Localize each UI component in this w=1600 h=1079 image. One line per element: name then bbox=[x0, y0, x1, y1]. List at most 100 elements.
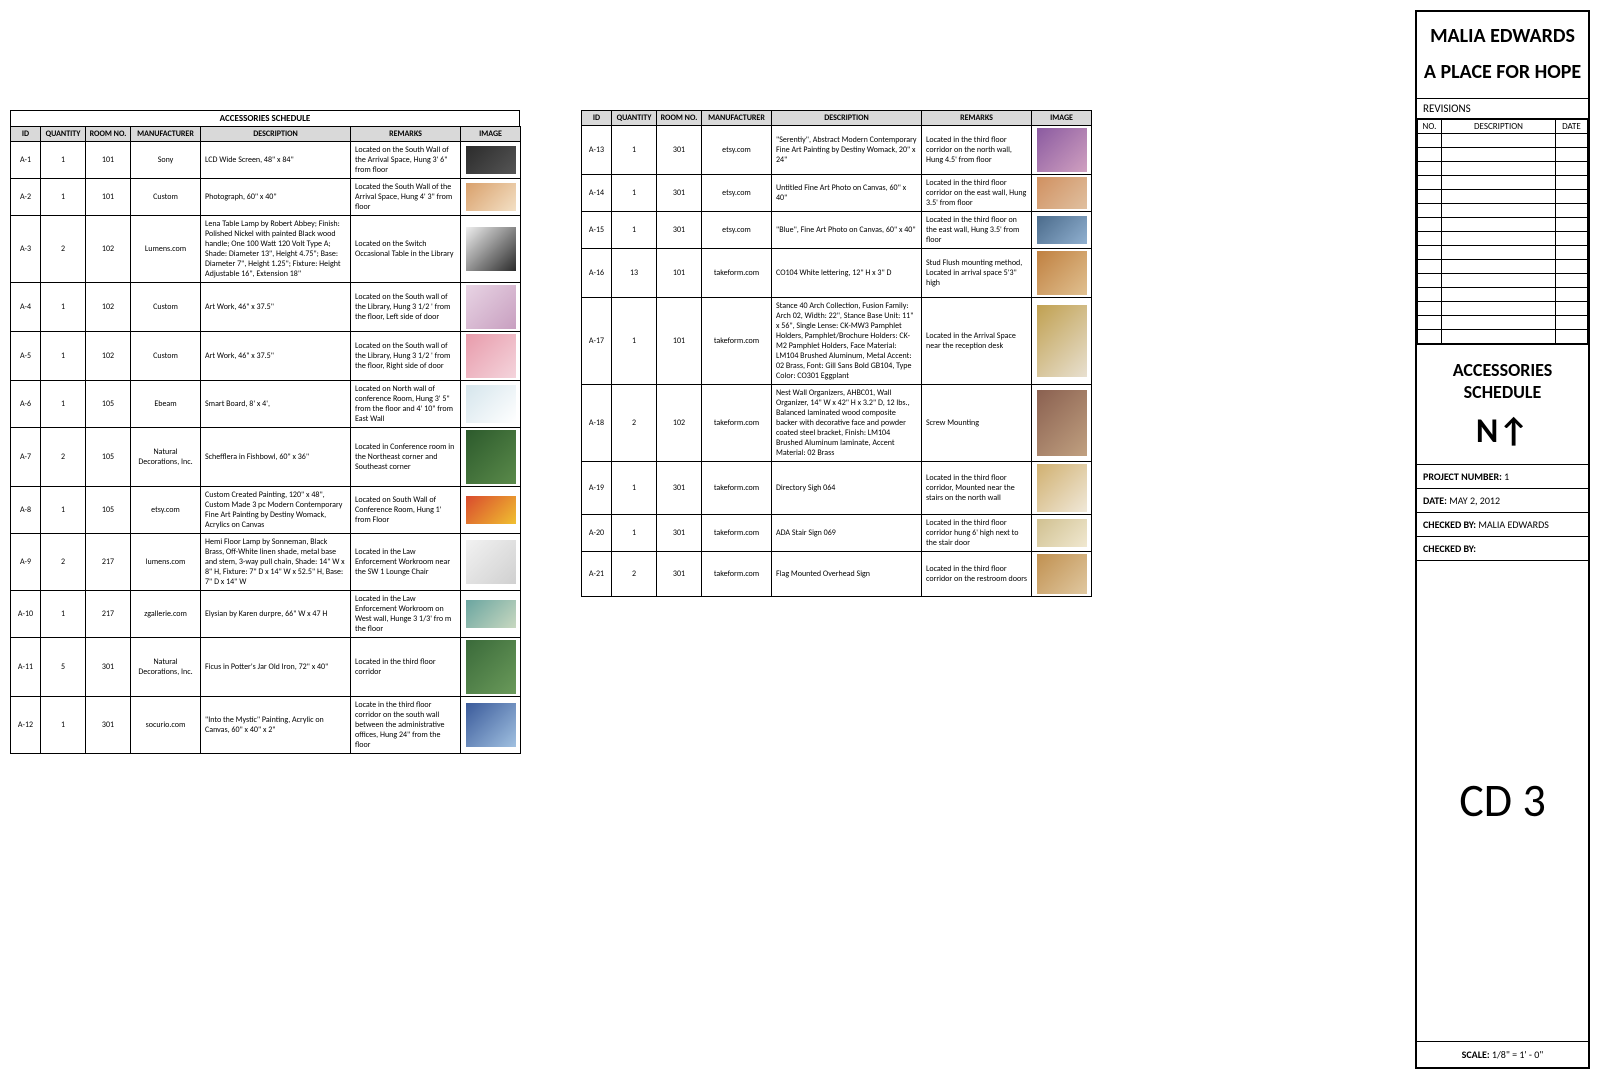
cell-room: 217 bbox=[86, 591, 131, 638]
revision-row bbox=[1418, 162, 1588, 176]
cell-id: A-18 bbox=[582, 385, 612, 462]
cell-image bbox=[1032, 175, 1092, 212]
cell-room: 101 bbox=[657, 249, 702, 298]
scale-row: SCALE: 1/8" = 1' - 0" bbox=[1417, 1042, 1588, 1067]
cell-description: "Blue", Fine Art Photo on Canvas, 60" x … bbox=[772, 212, 922, 249]
revision-cell bbox=[1418, 330, 1442, 344]
revision-cell bbox=[1442, 218, 1556, 232]
revision-row bbox=[1418, 176, 1588, 190]
cell-description: Elysian by Karen durpre, 66" W x 47 H bbox=[201, 591, 351, 638]
revision-cell bbox=[1556, 316, 1588, 330]
cell-id: A-2 bbox=[11, 179, 41, 216]
designer-name: MALIA EDWARDS bbox=[1417, 12, 1588, 54]
cell-description: ADA Stair Sign 069 bbox=[772, 515, 922, 552]
col-qty: QUANTITY bbox=[612, 111, 657, 126]
table-row: A-151301etsy.com"Blue", Fine Art Photo o… bbox=[582, 212, 1092, 249]
cell-id: A-15 bbox=[582, 212, 612, 249]
cell-room: 102 bbox=[86, 332, 131, 381]
cell-image bbox=[1032, 515, 1092, 552]
table-row: A-32102Lumens.comLena Table Lamp by Robe… bbox=[11, 216, 521, 283]
cell-mfr: takeform.com bbox=[702, 462, 772, 515]
revision-row bbox=[1418, 260, 1588, 274]
table-row: A-11101SonyLCD Wide Screen, 48" x 84"Loc… bbox=[11, 142, 521, 179]
cell-qty: 1 bbox=[41, 142, 86, 179]
cell-remarks: Located in the third floor corridor bbox=[351, 638, 461, 697]
cell-room: 301 bbox=[657, 462, 702, 515]
cell-room: 105 bbox=[86, 381, 131, 428]
revision-cell bbox=[1556, 148, 1588, 162]
revision-cell bbox=[1442, 232, 1556, 246]
revision-row bbox=[1418, 302, 1588, 316]
right-table-wrap: ID QUANTITY ROOM NO. MANUFACTURER DESCRI… bbox=[581, 110, 1092, 1069]
cell-remarks: Located on South Wall of Conference Room… bbox=[351, 487, 461, 534]
cell-id: A-9 bbox=[11, 534, 41, 591]
revision-cell bbox=[1418, 316, 1442, 330]
table-row: A-72105Natural Decorations, Inc.Scheffle… bbox=[11, 428, 521, 487]
revision-cell bbox=[1418, 204, 1442, 218]
cell-remarks: Located in the Arrival Space near the re… bbox=[922, 298, 1032, 385]
cell-remarks: Stud Flush mounting method, Located in a… bbox=[922, 249, 1032, 298]
revision-row bbox=[1418, 288, 1588, 302]
cell-room: 301 bbox=[657, 175, 702, 212]
revisions-table: NO. DESCRIPTION DATE bbox=[1417, 119, 1588, 344]
header-row: ID QUANTITY ROOM NO. MANUFACTURER DESCRI… bbox=[582, 111, 1092, 126]
cell-room: 301 bbox=[86, 638, 131, 697]
cell-qty: 1 bbox=[612, 298, 657, 385]
table-row: A-191301takeform.comDirectory Sigh 064Lo… bbox=[582, 462, 1092, 515]
cell-room: 102 bbox=[657, 385, 702, 462]
schedule-title: ACCESSORIES SCHEDULE bbox=[10, 110, 520, 126]
col-img: IMAGE bbox=[461, 127, 521, 142]
cell-description: Photograph, 60" x 40" bbox=[201, 179, 351, 216]
col-qty: QUANTITY bbox=[41, 127, 86, 142]
thumbnail-icon bbox=[466, 496, 516, 524]
cell-image bbox=[461, 216, 521, 283]
revision-cell bbox=[1418, 260, 1442, 274]
cell-qty: 1 bbox=[612, 515, 657, 552]
cell-room: 102 bbox=[86, 283, 131, 332]
thumbnail-icon bbox=[1037, 177, 1087, 209]
left-table-wrap: ACCESSORIES SCHEDULE ID QUANTITY ROOM NO… bbox=[10, 110, 521, 1069]
cell-qty: 2 bbox=[612, 385, 657, 462]
revision-cell bbox=[1442, 162, 1556, 176]
col-desc: DESCRIPTION bbox=[772, 111, 922, 126]
thumbnail-icon bbox=[1037, 128, 1087, 172]
titleblock: MALIA EDWARDS A PLACE FOR HOPE REVISIONS… bbox=[1415, 10, 1590, 1069]
cell-qty: 1 bbox=[41, 697, 86, 754]
tables-area: ACCESSORIES SCHEDULE ID QUANTITY ROOM NO… bbox=[10, 10, 1415, 1069]
cell-description: Custom Created Painting, 120" x 48", Cus… bbox=[201, 487, 351, 534]
cell-description: Stance 40 Arch Collection, Fusion Family… bbox=[772, 298, 922, 385]
checked-by-row-1: CHECKED BY: MALIA EDWARDS bbox=[1417, 513, 1588, 537]
cell-image bbox=[1032, 552, 1092, 597]
col-mfr: MANUFACTURER bbox=[131, 127, 201, 142]
cell-description: LCD Wide Screen, 48" x 84" bbox=[201, 142, 351, 179]
table-row: A-51102CustomArt Work, 46" x 37.5"Locate… bbox=[11, 332, 521, 381]
cell-mfr: etsy.com bbox=[702, 212, 772, 249]
revision-cell bbox=[1556, 288, 1588, 302]
revision-cell bbox=[1556, 162, 1588, 176]
cell-qty: 2 bbox=[41, 534, 86, 591]
revision-cell bbox=[1556, 274, 1588, 288]
revision-row bbox=[1418, 204, 1588, 218]
cell-mfr: takeform.com bbox=[702, 385, 772, 462]
revision-cell bbox=[1442, 330, 1556, 344]
cell-remarks: Located on the South wall of the Library… bbox=[351, 283, 461, 332]
cell-mfr: Natural Decorations, Inc. bbox=[131, 428, 201, 487]
revision-cell bbox=[1418, 218, 1442, 232]
cell-mfr: takeform.com bbox=[702, 298, 772, 385]
rev-col-date: DATE bbox=[1556, 120, 1588, 134]
cell-room: 217 bbox=[86, 534, 131, 591]
cell-id: A-6 bbox=[11, 381, 41, 428]
cell-qty: 2 bbox=[612, 552, 657, 597]
cell-image bbox=[461, 142, 521, 179]
revision-cell bbox=[1556, 176, 1588, 190]
cell-qty: 1 bbox=[41, 283, 86, 332]
cell-description: Untitled Fine Art Photo on Canvas, 60" x… bbox=[772, 175, 922, 212]
cell-qty: 13 bbox=[612, 249, 657, 298]
thumbnail-icon bbox=[466, 183, 516, 211]
cell-room: 301 bbox=[657, 515, 702, 552]
revision-cell bbox=[1442, 316, 1556, 330]
revision-row bbox=[1418, 274, 1588, 288]
revision-row bbox=[1418, 232, 1588, 246]
table-row: A-1613101takeform.comCO104 White letteri… bbox=[582, 249, 1092, 298]
date-row: DATE: MAY 2, 2012 bbox=[1417, 489, 1588, 513]
